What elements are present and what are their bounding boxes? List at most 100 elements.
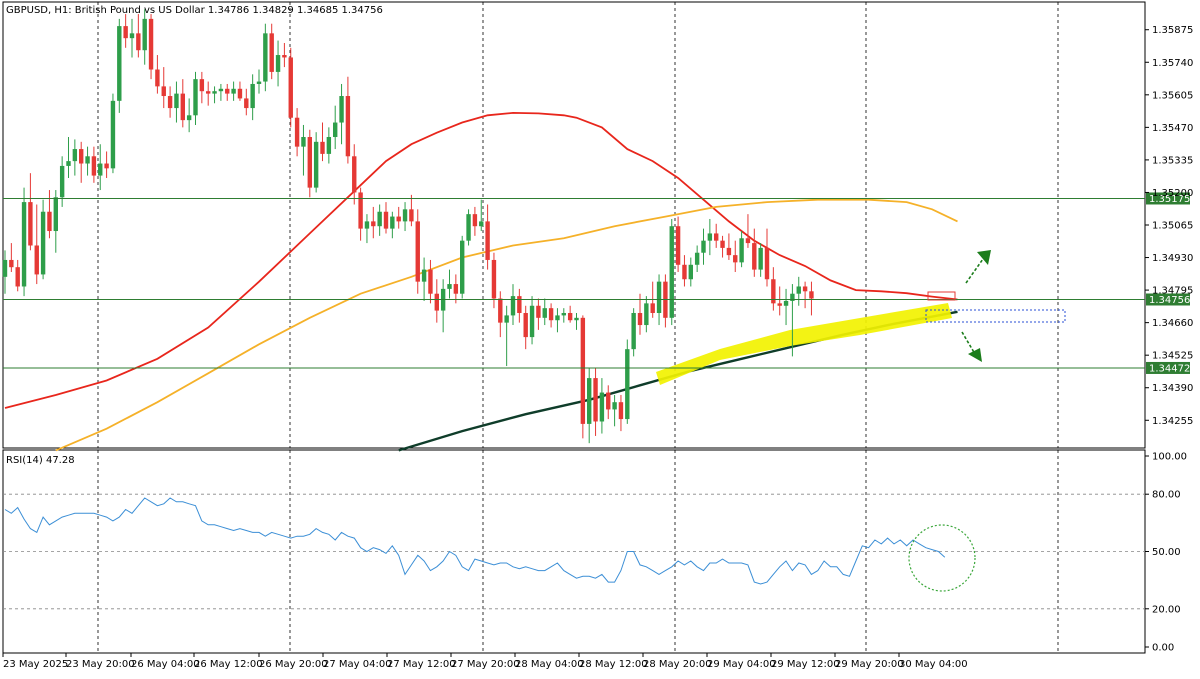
- candle-body: [694, 252, 700, 265]
- candle-body: [256, 81, 262, 84]
- time-tick-label: 28 May 04:00: [515, 659, 584, 670]
- candle-body: [580, 317, 586, 424]
- rsi-tick-label: 0.00: [1152, 643, 1174, 654]
- candle-body: [231, 88, 236, 94]
- candle-body: [428, 269, 433, 294]
- candle-body: [434, 293, 439, 311]
- candle-body: [377, 211, 382, 227]
- candle-body: [250, 83, 255, 109]
- price-tick-label: 1.35740: [1152, 58, 1193, 69]
- candle-body: [148, 18, 154, 70]
- candle-body: [561, 312, 566, 316]
- level-price-label: 1.34472: [1149, 363, 1190, 374]
- candle-body: [656, 281, 662, 313]
- candle-body: [415, 221, 420, 282]
- rsi-tick-label: 20.00: [1152, 604, 1181, 615]
- yellow-highlight-band: [656, 303, 952, 385]
- candle-body: [510, 296, 516, 316]
- candle-body: [91, 156, 97, 176]
- candle-body: [117, 26, 122, 101]
- level-price-tag: [1146, 293, 1190, 306]
- time-tick-label: 27 May 20:00: [451, 659, 520, 670]
- candle-body: [682, 264, 687, 280]
- candle-body: [739, 238, 744, 263]
- candle-body: [536, 305, 541, 318]
- axes: 1.35875 1.35740 1.35605 1.35470 1.35335 1.352…: [2, 25, 1193, 670]
- candle-body: [587, 378, 592, 424]
- candle-body: [631, 312, 636, 350]
- candle-body: [618, 402, 624, 420]
- price-tick-label: 1.34660: [1152, 318, 1193, 329]
- candle-body: [688, 264, 693, 280]
- price-tick-label: 1.35065: [1152, 221, 1193, 232]
- candle-body: [796, 286, 801, 294]
- candle-body: [167, 96, 173, 109]
- candle-body: [237, 88, 243, 99]
- price-tick-label: 1.34525: [1152, 351, 1193, 362]
- candle-body: [745, 238, 751, 244]
- candle-body: [574, 317, 579, 321]
- candle-body: [777, 303, 782, 306]
- candle-body: [606, 392, 611, 410]
- candle-body: [472, 214, 478, 227]
- price-tick-label: 1.35470: [1152, 123, 1193, 134]
- level-price-label: 1.35175: [1149, 194, 1190, 205]
- candle-body: [212, 91, 217, 94]
- candle-body: [2, 259, 8, 277]
- candle-body: [637, 312, 643, 326]
- candle-body: [371, 221, 376, 227]
- candle-body: [802, 286, 808, 292]
- candle-body: [447, 284, 452, 289]
- candle-body: [244, 98, 249, 109]
- candle-body: [675, 226, 681, 265]
- candle-body: [421, 269, 427, 282]
- candle-body: [491, 259, 497, 299]
- time-tick-label: 23 May 2025: [3, 659, 68, 670]
- green-arrow-up-icon: [977, 250, 991, 265]
- price-tick-label: 1.34795: [1152, 286, 1193, 297]
- candle-body: [612, 402, 617, 410]
- candle-body: [53, 197, 58, 232]
- rsi-tick-label: 100.00: [1152, 452, 1187, 463]
- candle-body: [21, 202, 27, 287]
- blue-dotted-rectangle: [925, 309, 1066, 323]
- candle-body: [726, 247, 732, 256]
- candle-body: [644, 303, 649, 326]
- moving-average-line: [55, 198, 958, 452]
- time-tick-label: 27 May 12:00: [387, 659, 456, 670]
- candle-body: [110, 100, 116, 169]
- level-price-label: 1.34756: [1149, 295, 1190, 306]
- candle-body: [72, 149, 78, 162]
- candle-body: [599, 392, 605, 422]
- candle-body: [294, 117, 300, 147]
- price-tick-label: 1.35335: [1152, 155, 1193, 166]
- candle-body: [288, 57, 293, 118]
- candle-body: [453, 284, 459, 294]
- candle-body: [352, 156, 357, 193]
- candle-body: [129, 33, 135, 39]
- candle-body: [313, 141, 319, 188]
- candle-body: [707, 233, 713, 241]
- candle-body: [47, 211, 52, 232]
- time-tick-label: 27 May 04:00: [323, 659, 392, 670]
- candle-body: [479, 221, 484, 227]
- candle-body: [669, 226, 674, 318]
- rsi-panel: RSI(14) 47.28: [3, 455, 1145, 610]
- time-tick-label: 28 May 12:00: [579, 659, 648, 670]
- highlight-layer: [656, 303, 952, 385]
- candle-body: [218, 88, 224, 92]
- candle-body: [193, 79, 198, 116]
- time-tick-label: 29 May 12:00: [771, 659, 840, 670]
- candle-body: [358, 192, 363, 229]
- level-price-tag: [1146, 361, 1190, 374]
- time-tick-label: 26 May 04:00: [131, 659, 200, 670]
- candle-body: [593, 378, 598, 422]
- candle-body: [555, 315, 560, 321]
- candle-body: [59, 165, 65, 198]
- candle-body: [15, 267, 20, 287]
- rsi-label: RSI(14) 47.28: [6, 455, 75, 466]
- price-tick-label: 1.35200: [1152, 188, 1193, 199]
- candle-body: [714, 233, 719, 241]
- candle-body: [301, 137, 306, 147]
